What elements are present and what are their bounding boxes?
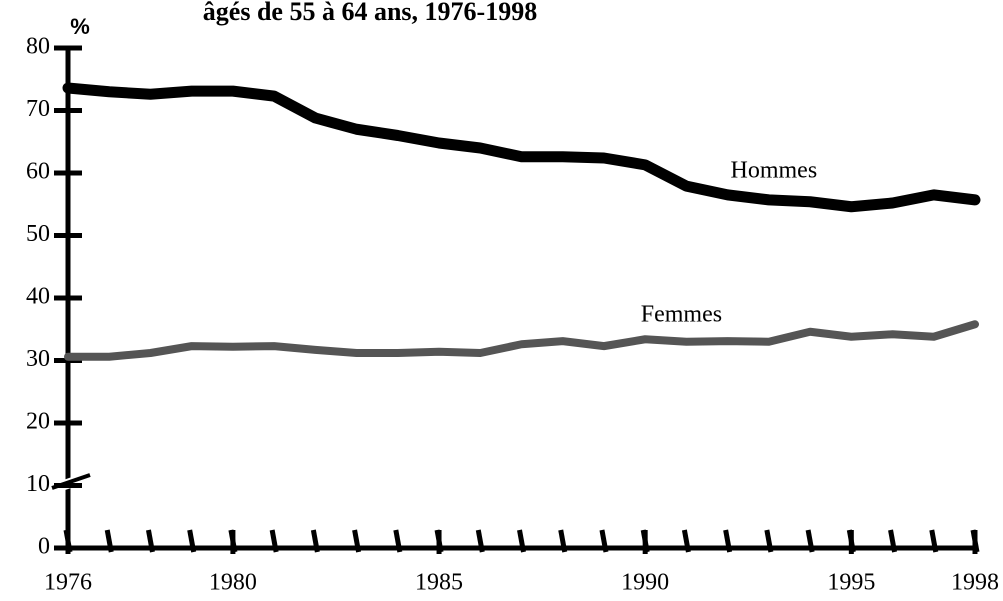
- x-minor-tick: [599, 529, 609, 553]
- y-tick-label: 30: [26, 346, 50, 372]
- y-tick-label: 0: [38, 534, 50, 560]
- x-minor-tick: [310, 529, 320, 553]
- x-minor-tick: [269, 529, 279, 553]
- x-tick-label: 1985: [415, 570, 463, 596]
- x-minor-tick: [723, 529, 733, 553]
- y-tick-label: 10: [26, 471, 50, 497]
- y-tick-label: 40: [26, 284, 50, 310]
- x-minor-tick: [929, 529, 939, 553]
- y-tick-label: 70: [26, 96, 50, 122]
- chart-title: âgés de 55 à 64 ans, 1976-1998: [203, 0, 537, 26]
- x-tick-label: 1998: [951, 570, 999, 596]
- x-minor-tick: [352, 529, 362, 553]
- y-tick-label: 20: [26, 409, 50, 435]
- x-minor-tick: [517, 529, 526, 553]
- x-minor-tick: [888, 529, 898, 553]
- series-label: Hommes: [731, 157, 818, 183]
- series-line: [62, 82, 981, 213]
- x-minor-tick: [558, 529, 568, 553]
- x-tick-label: 1976: [44, 570, 92, 596]
- x-tick-label: 1995: [827, 570, 875, 596]
- series-label: Femmes: [641, 301, 722, 327]
- x-tick-label: 1980: [209, 570, 257, 596]
- x-minor-tick: [805, 529, 815, 553]
- x-minor-tick: [104, 529, 114, 553]
- x-minor-tick: [187, 529, 197, 553]
- y-tick-label: 80: [26, 34, 50, 60]
- y-tick-label: 60: [26, 159, 50, 185]
- y-axis-unit: %: [70, 14, 90, 39]
- x-minor-tick: [145, 529, 155, 553]
- x-minor-tick: [393, 529, 403, 553]
- x-minor-tick: [475, 529, 485, 553]
- x-minor-tick: [764, 529, 774, 553]
- x-tick-label: 1990: [621, 570, 669, 596]
- y-tick-label: 50: [26, 221, 50, 247]
- series-line: [64, 320, 979, 361]
- x-minor-tick: [681, 529, 691, 553]
